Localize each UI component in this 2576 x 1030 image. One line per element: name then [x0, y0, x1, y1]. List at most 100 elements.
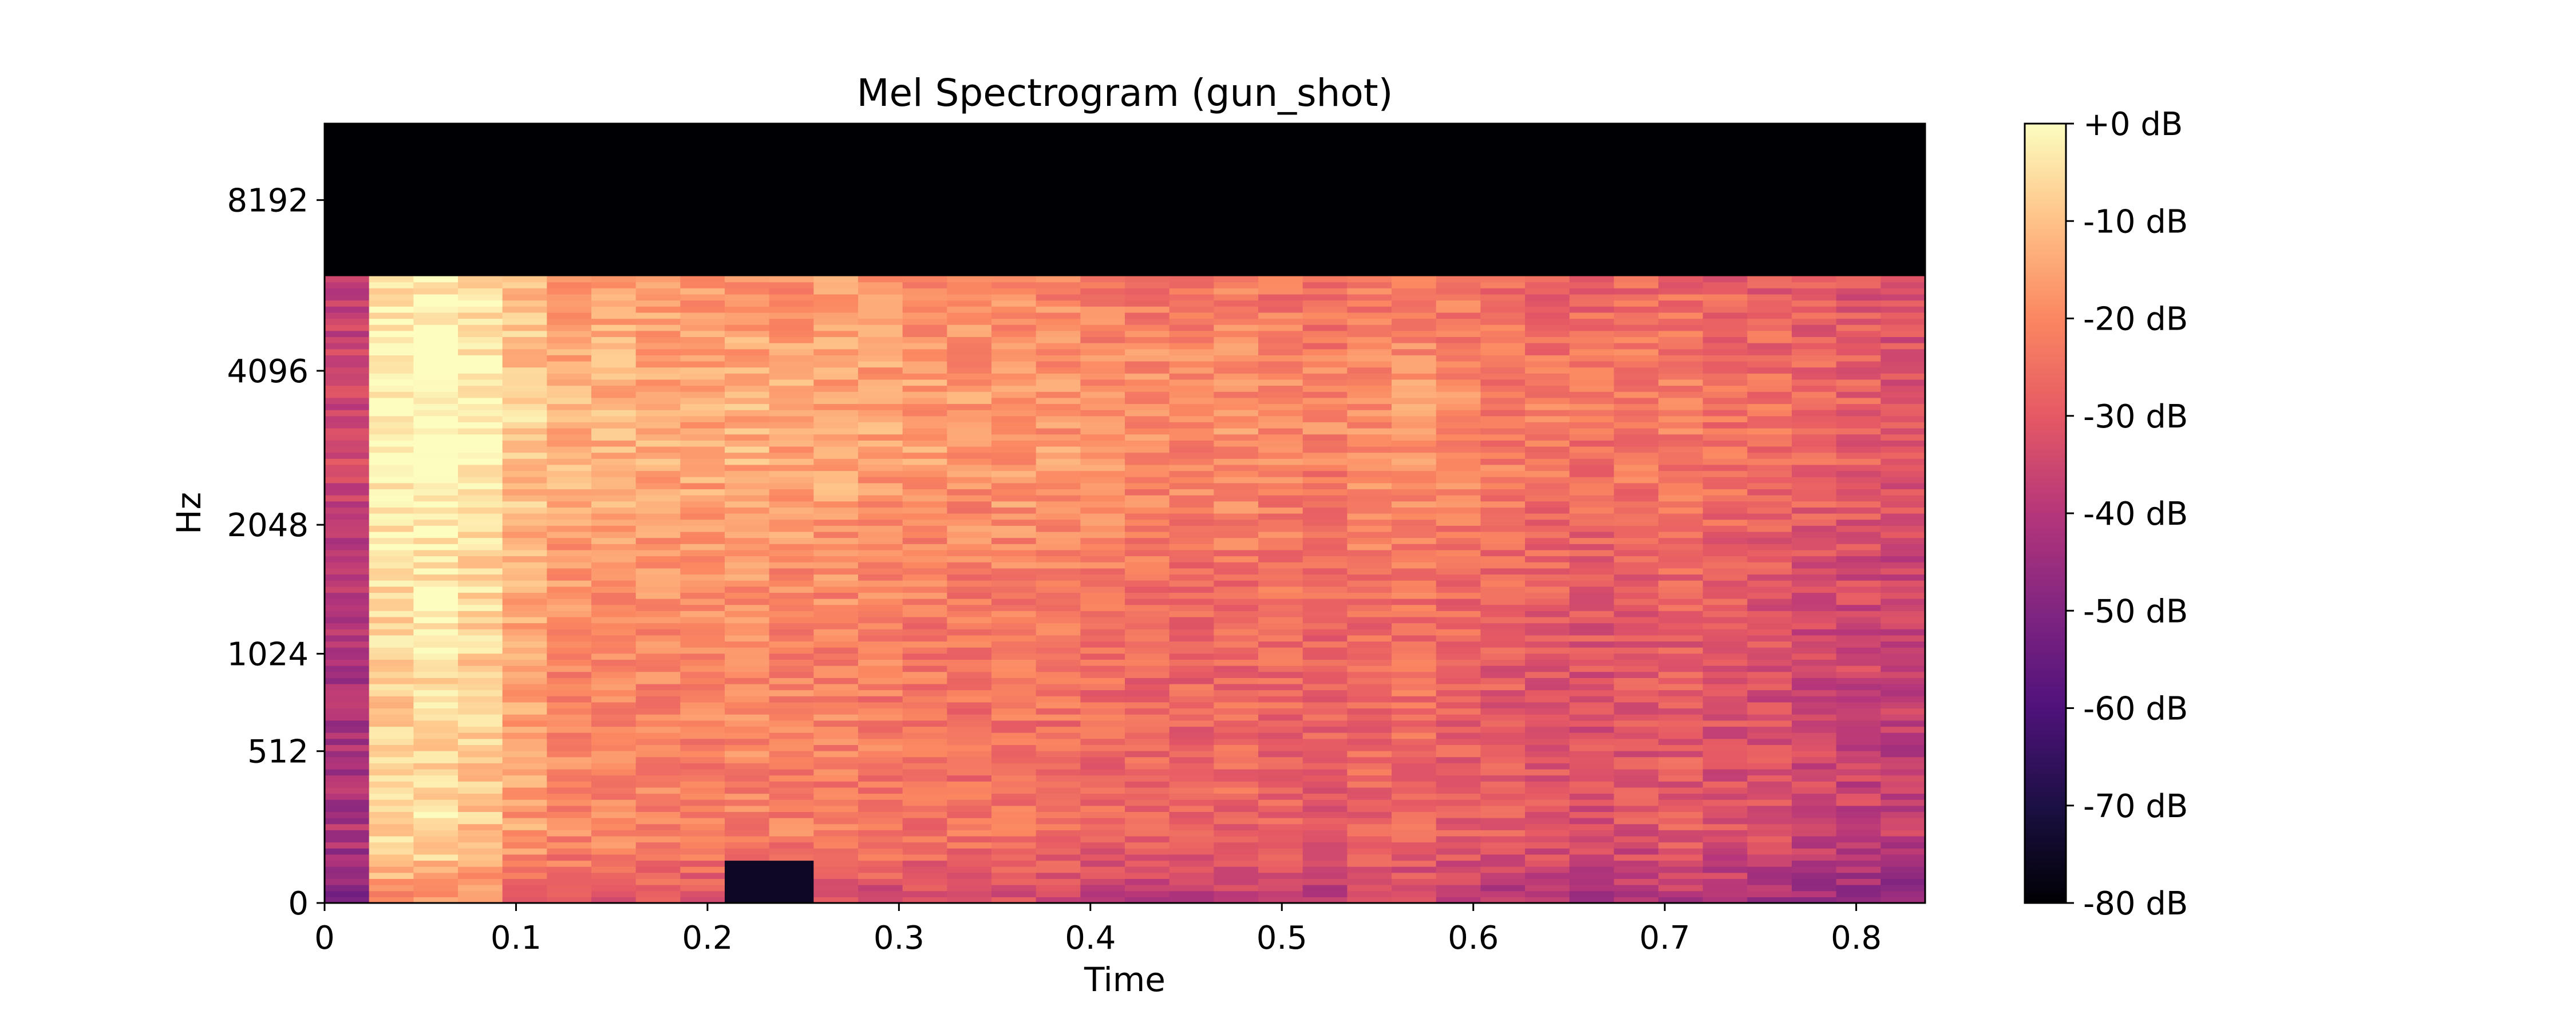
- heatmap-cell: [1702, 263, 1748, 270]
- heatmap-cell: [1347, 781, 1392, 788]
- heatmap-cell: [325, 446, 370, 453]
- heatmap-cell: [1436, 196, 1481, 203]
- heatmap-cell: [680, 568, 725, 575]
- heatmap-cell: [1747, 178, 1792, 185]
- heatmap-cell: [813, 507, 859, 514]
- heatmap-cell: [1880, 306, 1926, 313]
- heatmap-cell: [1792, 604, 1837, 611]
- heatmap-cell: [1080, 890, 1125, 897]
- heatmap-cell: [947, 391, 992, 398]
- heatmap-cell: [413, 477, 459, 484]
- heatmap-cell: [1480, 318, 1526, 325]
- heatmap-cell: [1169, 464, 1214, 472]
- heatmap-cell: [725, 872, 770, 880]
- heatmap-cell: [1480, 866, 1526, 873]
- heatmap-cell: [991, 141, 1037, 149]
- heatmap-cell: [1392, 592, 1437, 599]
- heatmap-cell: [1436, 178, 1481, 185]
- heatmap-cell: [858, 598, 903, 605]
- heatmap-cell: [1658, 477, 1704, 484]
- heatmap-cell: [1480, 410, 1526, 417]
- heatmap-cell: [991, 750, 1037, 758]
- heatmap-cell: [680, 854, 725, 861]
- heatmap-cell: [413, 544, 459, 550]
- heatmap-cell: [1747, 203, 1792, 209]
- heatmap-cell: [1347, 702, 1392, 709]
- heatmap-cell: [725, 294, 770, 301]
- heatmap-cell: [1258, 580, 1303, 587]
- heatmap-cell: [1658, 239, 1704, 246]
- heatmap-cell: [1302, 708, 1348, 715]
- heatmap-cell: [1880, 360, 1926, 368]
- heatmap-cell: [1125, 878, 1170, 885]
- heatmap-cell: [1792, 781, 1837, 788]
- heatmap-cell: [1214, 763, 1259, 770]
- heatmap-cell: [635, 482, 681, 490]
- heatmap-cell: [1258, 501, 1303, 508]
- heatmap-cell: [1302, 360, 1348, 368]
- heatmap-cell: [591, 324, 637, 331]
- heatmap-cell: [413, 611, 459, 617]
- heatmap-cell: [858, 507, 903, 514]
- heatmap-cell: [369, 835, 414, 843]
- heatmap-cell: [1258, 629, 1303, 636]
- heatmap-cell: [1569, 830, 1614, 837]
- heatmap-cell: [858, 245, 903, 252]
- heatmap-cell: [325, 623, 370, 629]
- heatmap-cell: [902, 348, 947, 355]
- heatmap-cell: [1302, 373, 1348, 380]
- heatmap-cell: [680, 482, 725, 490]
- heatmap-cell: [413, 507, 459, 514]
- heatmap-cell: [1169, 233, 1214, 240]
- heatmap-cell: [1747, 562, 1792, 569]
- heatmap-cell: [1214, 343, 1259, 350]
- heatmap-cell: [947, 360, 992, 368]
- heatmap-cell: [1080, 270, 1125, 276]
- heatmap-cell: [1302, 629, 1348, 636]
- heatmap-cell: [858, 714, 903, 721]
- heatmap-cell: [458, 878, 503, 885]
- heatmap-cell: [1792, 787, 1837, 794]
- heatmap-cell: [1702, 251, 1748, 258]
- heatmap-cell: [325, 720, 370, 727]
- heatmap-cell: [1480, 458, 1526, 465]
- heatmap-cell: [1214, 129, 1259, 136]
- heatmap-cell: [680, 690, 725, 696]
- heatmap-cell: [369, 683, 414, 691]
- heatmap-cell: [1302, 793, 1348, 800]
- heatmap-cell: [413, 318, 459, 325]
- heatmap-cell: [1569, 422, 1614, 429]
- heatmap-cell: [325, 702, 370, 709]
- heatmap-cell: [1702, 556, 1748, 562]
- heatmap-cell: [1658, 294, 1704, 301]
- heatmap-cell: [413, 531, 459, 538]
- heatmap-cell: [369, 690, 414, 696]
- heatmap-cell: [1747, 897, 1792, 904]
- heatmap-cell: [1658, 458, 1704, 465]
- heatmap-cell: [991, 324, 1037, 331]
- heatmap-cell: [813, 306, 859, 313]
- heatmap-cell: [1614, 166, 1659, 173]
- heatmap-cell: [591, 671, 637, 678]
- heatmap-cell: [813, 860, 859, 867]
- colorbar-tick-label: -30 dB: [2083, 398, 2188, 435]
- heatmap-cell: [1658, 738, 1704, 745]
- heatmap-cell: [413, 890, 459, 897]
- heatmap-cell: [1836, 294, 1881, 301]
- heatmap-cell: [502, 129, 547, 136]
- heatmap-cell: [1080, 312, 1125, 319]
- heatmap-cell: [1258, 343, 1303, 350]
- heatmap-cell: [1480, 708, 1526, 715]
- heatmap-cell: [1392, 586, 1437, 593]
- heatmap-cell: [1302, 348, 1348, 355]
- heatmap-cell: [769, 434, 814, 441]
- heatmap-cell: [1658, 586, 1704, 593]
- heatmap-cell: [458, 245, 503, 252]
- heatmap-cell: [1480, 793, 1526, 800]
- heatmap-cell: [1480, 823, 1526, 830]
- heatmap-cell: [502, 744, 547, 751]
- heatmap-cell: [947, 702, 992, 709]
- heatmap-cell: [1836, 306, 1881, 313]
- heatmap-cell: [458, 598, 503, 605]
- heatmap-cell: [1392, 818, 1437, 825]
